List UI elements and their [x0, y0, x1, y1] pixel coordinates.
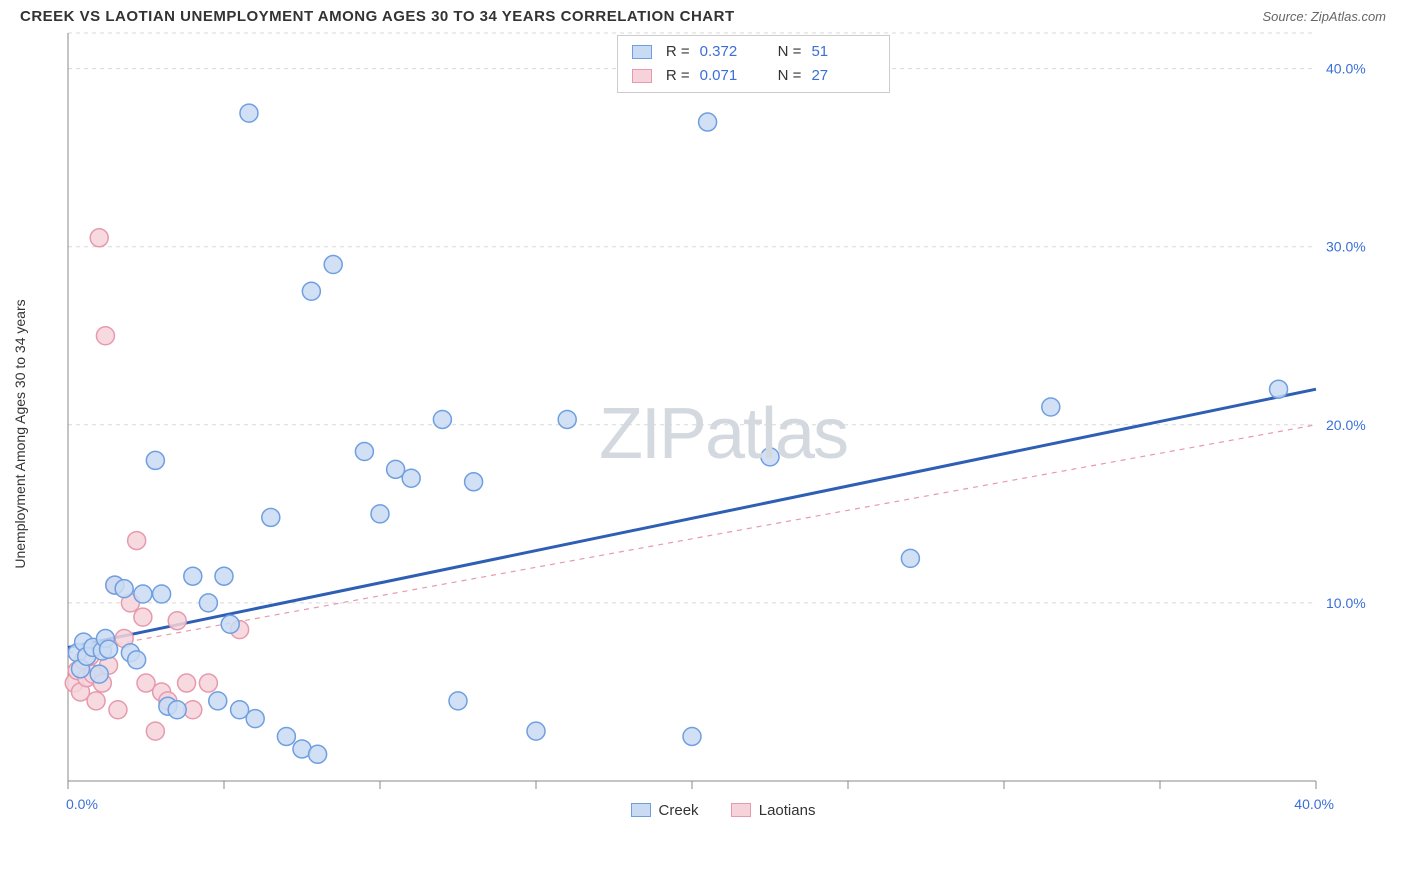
data-point [302, 282, 320, 300]
swatch-laotians [731, 803, 751, 817]
y-axis-label: Unemployment Among Ages 30 to 34 years [12, 299, 28, 568]
data-point [1270, 380, 1288, 398]
data-point [115, 580, 133, 598]
data-point [184, 567, 202, 585]
data-point [209, 692, 227, 710]
data-point [1042, 398, 1060, 416]
legend-label-laotians: Laotians [759, 802, 816, 819]
data-point [221, 615, 239, 633]
data-point [128, 532, 146, 550]
data-point [90, 665, 108, 683]
data-point [277, 727, 295, 745]
data-point [178, 674, 196, 692]
data-point [558, 410, 576, 428]
legend-item-creek: Creek [631, 802, 699, 819]
data-point [153, 585, 171, 603]
data-point [87, 692, 105, 710]
trendline [68, 425, 1316, 653]
data-point [324, 256, 342, 274]
data-point [128, 651, 146, 669]
legend-item-laotians: Laotians [731, 802, 816, 819]
data-point [433, 410, 451, 428]
stats-row-laotians: R = 0.071 N = 27 [632, 64, 876, 88]
n-value-creek: 51 [811, 40, 857, 64]
chart-area: Unemployment Among Ages 30 to 34 years 1… [60, 29, 1386, 839]
data-point [262, 508, 280, 526]
data-point [465, 473, 483, 491]
r-value-laotians: 0.071 [700, 64, 746, 88]
data-point [402, 469, 420, 487]
data-point [355, 443, 373, 461]
data-point [527, 722, 545, 740]
data-point [109, 701, 127, 719]
data-point [134, 585, 152, 603]
data-point [96, 327, 114, 345]
y-tick-label: 40.0% [1326, 61, 1366, 77]
n-value-laotians: 27 [811, 64, 857, 88]
legend-label-creek: Creek [659, 802, 699, 819]
data-point [449, 692, 467, 710]
source-label: Source: ZipAtlas.com [1262, 9, 1386, 24]
stats-legend: R = 0.372 N = 51 R = 0.071 N = 27 [617, 35, 891, 93]
data-point [199, 594, 217, 612]
data-point [90, 229, 108, 247]
series-legend: Creek Laotians [60, 802, 1386, 822]
data-point [134, 608, 152, 626]
data-point [699, 113, 717, 131]
r-label: R = [666, 64, 690, 88]
y-tick-label: 30.0% [1326, 239, 1366, 255]
data-point [100, 640, 118, 658]
trendline [68, 389, 1316, 647]
swatch-creek [631, 803, 651, 817]
y-tick-label: 20.0% [1326, 417, 1366, 433]
n-label: N = [778, 40, 802, 64]
data-point [199, 674, 217, 692]
r-value-creek: 0.372 [700, 40, 746, 64]
data-point [683, 727, 701, 745]
chart-title: CREEK VS LAOTIAN UNEMPLOYMENT AMONG AGES… [20, 8, 735, 25]
data-point [371, 505, 389, 523]
data-point [309, 745, 327, 763]
data-point [901, 549, 919, 567]
data-point [246, 710, 264, 728]
scatter-plot: 10.0%20.0%30.0%40.0%0.0%40.0% [60, 29, 1386, 839]
data-point [146, 451, 164, 469]
data-point [146, 722, 164, 740]
data-point [240, 104, 258, 122]
data-point [761, 448, 779, 466]
n-label: N = [778, 64, 802, 88]
swatch-laotians [632, 69, 652, 83]
data-point [168, 612, 186, 630]
data-point [215, 567, 233, 585]
swatch-creek [632, 45, 652, 59]
data-point [168, 701, 186, 719]
y-tick-label: 10.0% [1326, 595, 1366, 611]
stats-row-creek: R = 0.372 N = 51 [632, 40, 876, 64]
r-label: R = [666, 40, 690, 64]
